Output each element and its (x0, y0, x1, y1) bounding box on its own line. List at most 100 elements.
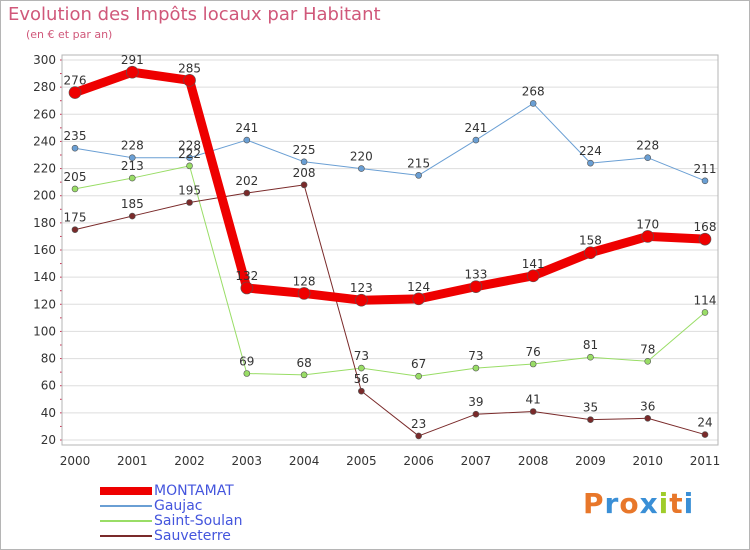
x-tick-label: 2010 (632, 454, 663, 468)
data-label-saint-soulan: 76 (526, 345, 541, 359)
data-label-sauveterre: 36 (640, 399, 655, 413)
data-label-gaujac: 241 (235, 121, 258, 135)
data-label-saint-soulan: 213 (121, 159, 144, 173)
data-label-sauveterre: 208 (293, 166, 316, 180)
proxiti-logo: Proxiti (583, 487, 695, 520)
data-point-saint-soulan (644, 357, 652, 365)
data-point-saint-soulan (701, 309, 709, 316)
data-point-sauveterre (472, 410, 480, 418)
data-label-gaujac: 228 (121, 139, 144, 153)
data-point-sauveterre (243, 189, 251, 197)
data-label-sauveterre: 175 (64, 211, 87, 225)
y-tick-label: 240 (33, 134, 56, 148)
data-point-sauveterre (415, 432, 422, 440)
data-point-gaujac (71, 144, 79, 152)
data-label-montamat: 168 (694, 220, 717, 234)
data-point-montamat (526, 269, 540, 283)
chart-title: Evolution des Impôts locaux par Habitant (8, 4, 381, 25)
data-point-saint-soulan (243, 370, 251, 377)
x-tick-label: 2007 (461, 454, 492, 468)
legend-swatch-sauveterre (100, 535, 152, 537)
data-point-saint-soulan (358, 364, 365, 372)
data-point-montamat (355, 293, 368, 307)
data-point-saint-soulan (71, 185, 79, 193)
data-point-saint-soulan (529, 360, 537, 368)
x-tick-label: 2011 (690, 454, 721, 468)
data-label-saint-soulan: 73 (354, 349, 369, 363)
data-point-gaujac (529, 100, 537, 107)
data-point-montamat (469, 280, 483, 293)
data-point-gaujac (472, 136, 480, 144)
data-label-sauveterre: 195 (178, 184, 201, 198)
data-point-montamat (698, 232, 712, 246)
data-point-montamat (641, 230, 655, 243)
data-point-saint-soulan (587, 353, 594, 361)
x-tick-label: 2008 (518, 454, 549, 468)
legend: MONTAMAT Gaujac Saint-Soulan Sauveterre (100, 483, 360, 544)
legend-item-montamat: MONTAMAT (100, 483, 360, 499)
plot-area (61, 54, 719, 446)
data-label-gaujac: 215 (407, 156, 430, 170)
data-label-saint-soulan: 67 (411, 357, 426, 371)
legend-swatch-montamat (100, 487, 152, 495)
data-point-sauveterre (358, 387, 365, 395)
data-label-sauveterre: 185 (121, 197, 144, 211)
data-label-sauveterre: 41 (526, 393, 541, 407)
data-point-gaujac (243, 136, 251, 144)
legend-label-montamat: MONTAMAT (154, 483, 234, 499)
x-tick-label: 2005 (346, 454, 377, 468)
data-label-montamat: 291 (121, 53, 144, 67)
data-label-gaujac: 235 (64, 129, 87, 143)
data-point-sauveterre (587, 416, 594, 423)
data-label-montamat: 285 (178, 61, 201, 75)
data-point-sauveterre (71, 226, 79, 233)
legend-swatch-gaujac (100, 505, 152, 507)
y-tick-label: 40 (41, 406, 56, 420)
data-point-gaujac (358, 165, 365, 172)
legend-label-sauveterre: Sauveterre (154, 528, 231, 544)
data-point-gaujac (587, 159, 594, 167)
data-label-montamat: 128 (293, 274, 316, 288)
x-tick-label: 2001 (117, 454, 148, 468)
y-tick-label: 20 (41, 433, 56, 447)
data-point-sauveterre (701, 431, 709, 438)
y-tick-label: 60 (41, 379, 56, 393)
data-label-sauveterre: 56 (354, 372, 369, 386)
data-point-saint-soulan (300, 371, 308, 379)
data-point-montamat (297, 287, 311, 300)
data-label-gaujac: 228 (178, 139, 201, 153)
data-point-gaujac (300, 158, 308, 166)
data-label-gaujac: 211 (694, 162, 717, 176)
y-tick-label: 80 (41, 352, 56, 366)
data-point-sauveterre (529, 408, 537, 415)
data-label-montamat: 170 (636, 217, 659, 231)
series-line-montamat (73, 67, 706, 305)
y-tick-label: 300 (33, 53, 56, 67)
series-line-sauveterre (74, 184, 706, 437)
data-label-gaujac: 225 (293, 143, 316, 157)
data-point-sauveterre (128, 212, 136, 220)
data-label-saint-soulan: 68 (296, 356, 311, 370)
y-tick-label: 220 (33, 162, 56, 176)
series-line-saint-soulan (74, 165, 706, 377)
x-tick-label: 2000 (60, 454, 91, 468)
y-tick-label: 200 (33, 189, 56, 203)
data-point-montamat (125, 65, 139, 79)
data-label-montamat: 124 (407, 280, 430, 294)
legend-item-sauveterre: Sauveterre (100, 528, 360, 544)
data-label-gaujac: 220 (350, 150, 373, 164)
data-label-sauveterre: 202 (235, 174, 258, 188)
data-label-montamat: 133 (464, 268, 487, 282)
data-point-montamat (68, 86, 82, 99)
data-point-gaujac (186, 154, 193, 162)
data-label-sauveterre: 24 (697, 416, 712, 430)
legend-swatch-saint-soulan (100, 520, 152, 522)
legend-label-saint-soulan: Saint-Soulan (154, 513, 243, 529)
data-label-montamat: 158 (579, 234, 602, 248)
legend-item-gaujac: Gaujac (100, 498, 360, 514)
data-point-montamat (584, 246, 597, 260)
y-tick-label: 120 (33, 297, 56, 311)
x-tick-label: 2004 (289, 454, 320, 468)
y-tick-label: 280 (33, 80, 56, 94)
